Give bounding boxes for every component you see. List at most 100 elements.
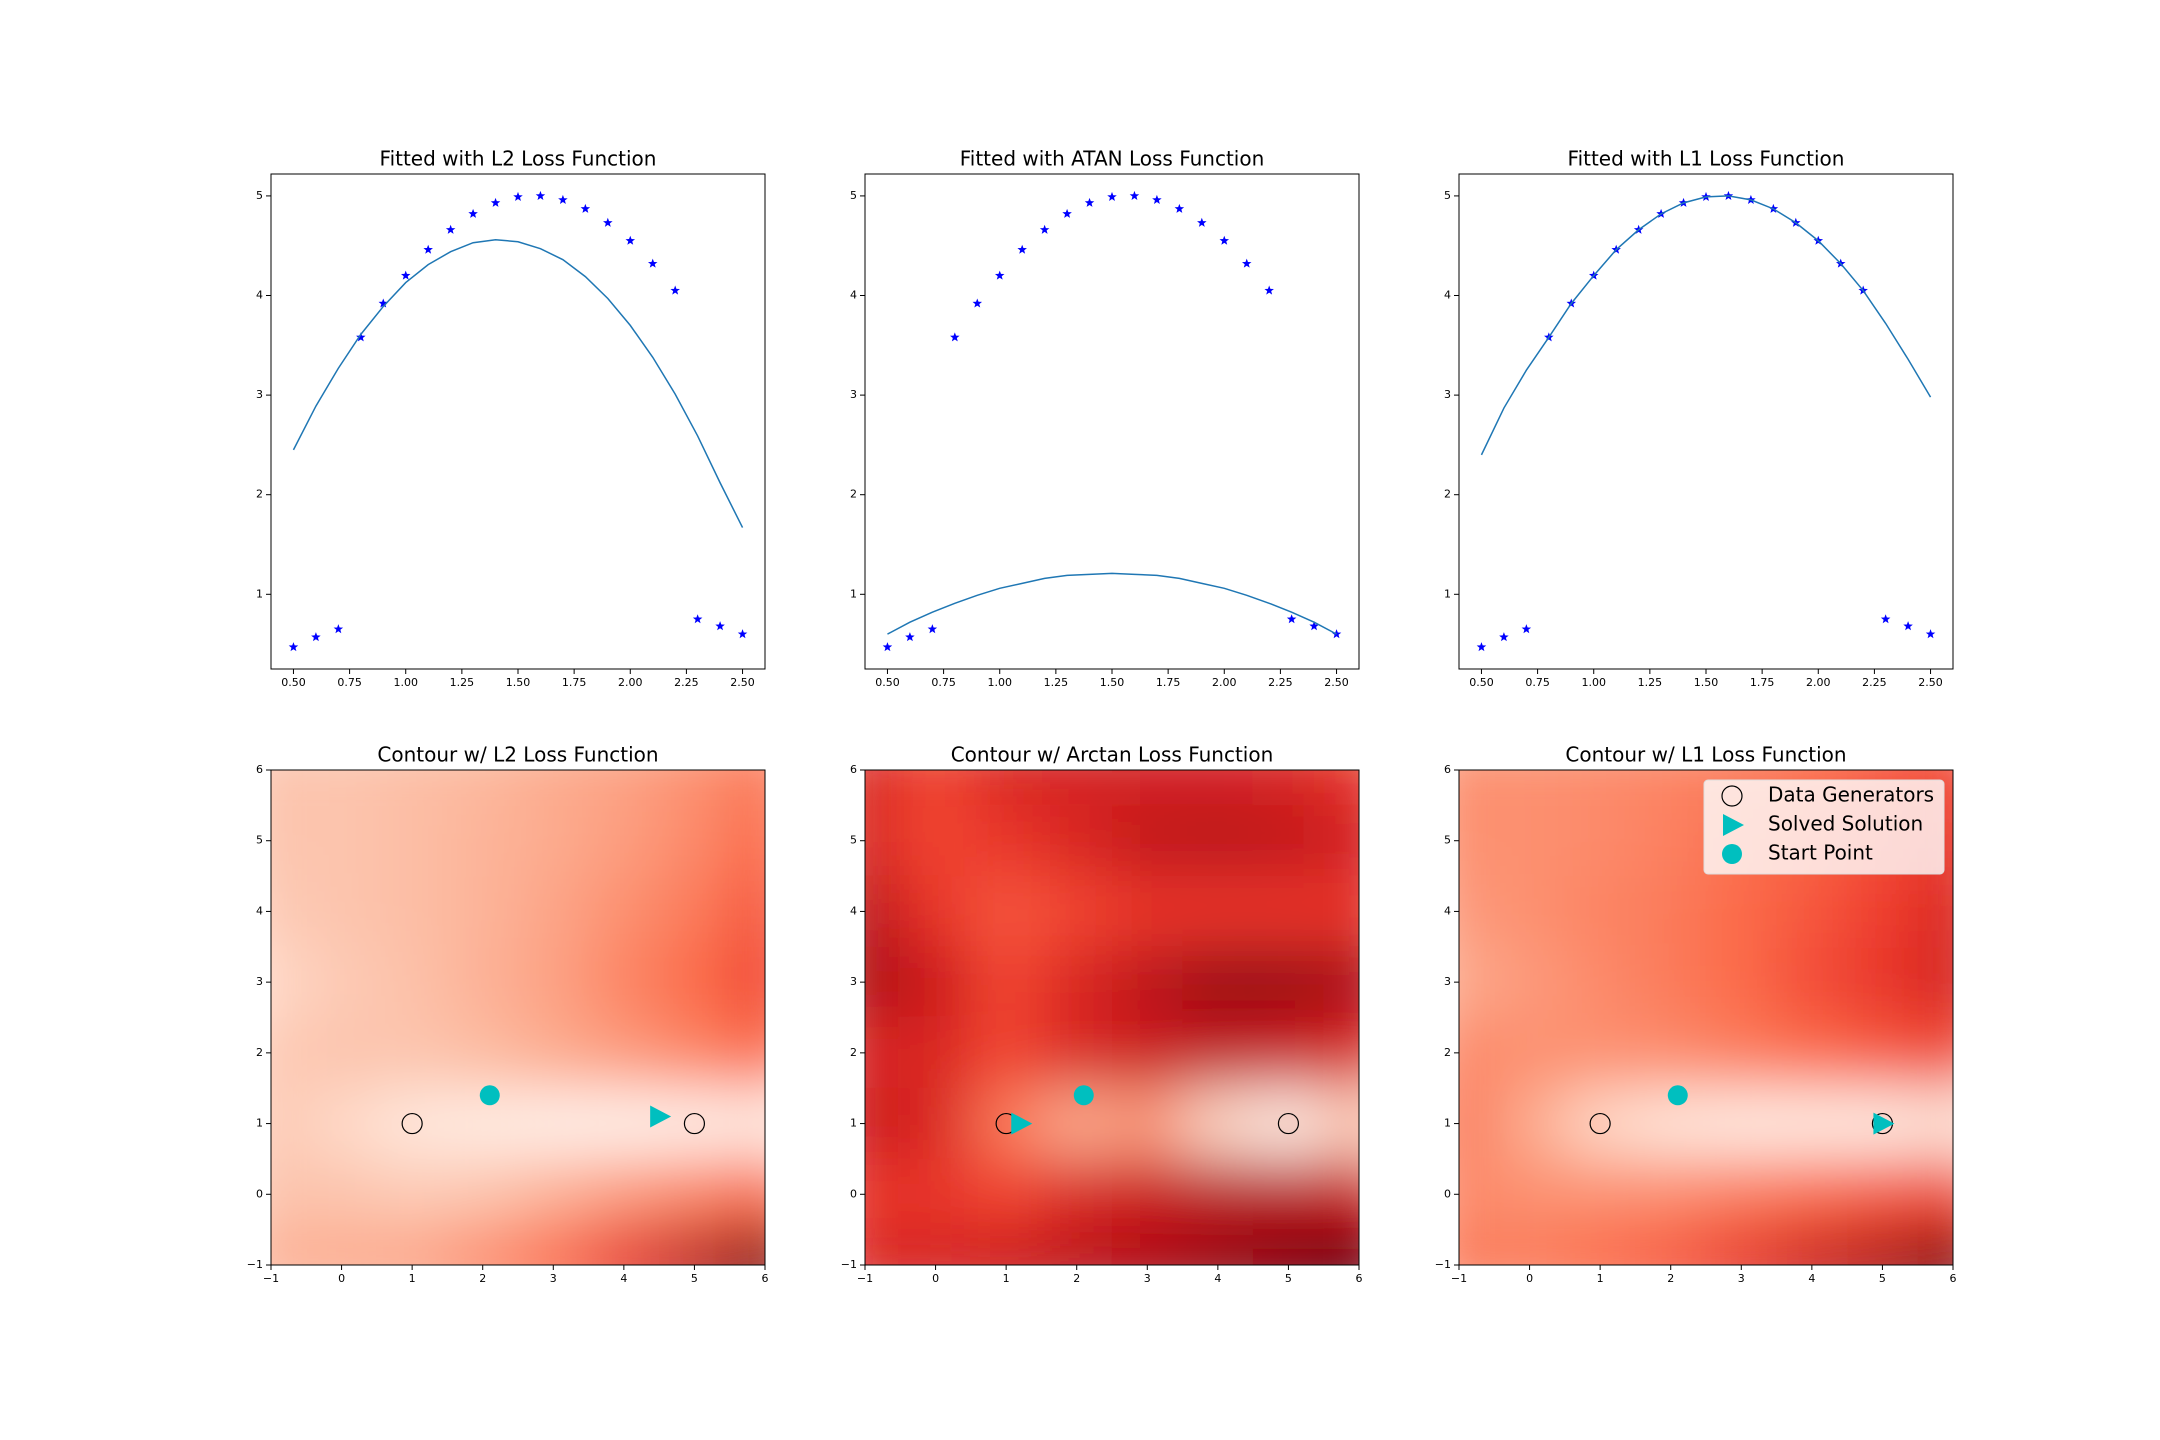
subplot: −1 0 1 2 3 4 5 6 −1 0 1 2 3 4 5 6 Contour w/ L2 Loss Fun… (247, 743, 769, 1286)
contour-cell (729, 770, 765, 806)
contour-cell (970, 1229, 1042, 1265)
x-tick-label: 1.75 (1750, 676, 1775, 689)
contour-cell (1182, 875, 1254, 948)
y-tick-label: 1 (256, 587, 263, 600)
contour-cell (588, 946, 660, 1018)
contour-cell (1252, 1229, 1325, 1265)
contour-cell (271, 1017, 307, 1089)
contour-cell (1564, 946, 1636, 1018)
contour-cell (865, 804, 901, 877)
contour-cell (1634, 1017, 1707, 1089)
contour-cell (1564, 1158, 1636, 1231)
legend-marker (1721, 785, 1743, 807)
y-tick-label: 5 (1444, 189, 1451, 202)
x-tick-label: 2.50 (1324, 676, 1349, 689)
contour-cell (899, 1158, 972, 1231)
contour-cell (376, 946, 448, 1018)
contour-cell (1182, 1087, 1254, 1160)
contour-cell (376, 875, 448, 948)
x-tick-label: 2.00 (1212, 676, 1237, 689)
y-tick-label: 3 (256, 975, 263, 988)
contour-cell (865, 1087, 901, 1160)
axes-frame (864, 769, 1360, 1266)
contour-cell (305, 875, 378, 948)
y-tick-label: 6 (850, 763, 857, 776)
contour-cell (865, 946, 901, 1018)
axes-frame (864, 173, 1360, 670)
contour-cell (729, 1017, 765, 1089)
contour-cell (1493, 770, 1566, 806)
contour-cell (1917, 1017, 1953, 1089)
contour-cell (376, 1087, 448, 1160)
contour-cell (1776, 946, 1848, 1018)
contour-cell (1564, 875, 1636, 948)
contour-cell (970, 804, 1042, 877)
y-tick-label: 3 (850, 975, 857, 988)
contour-cell (899, 1229, 972, 1265)
data-point (1476, 642, 1487, 652)
x-tick-label: 0 (1526, 1272, 1533, 1285)
subplot: 0.50 0.75 1.00 1.25 1.50 1.75 2.00 2.25 2.50 1 2 3 4… (850, 147, 1360, 689)
y-tick-label: 0 (256, 1187, 263, 1200)
x-tick-label: 6 (762, 1272, 769, 1285)
marker (650, 1105, 672, 1128)
contour-cell (446, 770, 519, 806)
contour-cell (446, 875, 519, 948)
subplot-title: Fitted with L1 Loss Function (1568, 147, 1845, 171)
data-point (558, 194, 568, 204)
data-point (1241, 258, 1252, 268)
data-point (1880, 614, 1891, 624)
marker (1277, 1112, 1300, 1135)
contour-cell (1111, 1087, 1184, 1160)
x-tick-label: 1.50 (1694, 676, 1719, 689)
x-tick-label: 2.25 (674, 676, 699, 689)
y-tick-label: 5 (1444, 834, 1451, 847)
y-tick-label: 6 (1444, 763, 1451, 776)
contour-cell (376, 1017, 448, 1089)
contour-cell (1459, 770, 1495, 806)
data-point (445, 224, 456, 234)
x-tick-label: 1.25 (450, 676, 475, 689)
contour-cell (1493, 1229, 1566, 1265)
contour-cell (376, 1229, 448, 1265)
contour-cell (1252, 1087, 1325, 1160)
contour-cell (729, 946, 765, 1018)
x-tick-label: 1.75 (1156, 676, 1181, 689)
contour-cell (970, 946, 1042, 1018)
contour-cell (1705, 1017, 1778, 1089)
contour-cell (970, 1017, 1042, 1089)
subplot: −1 0 1 2 3 4 5 6 −1 0 1 2 3 4 5 6 Contour w/ Arctan Loss… (841, 743, 1363, 1286)
contour-cell (1182, 1017, 1254, 1089)
contour-cell (1846, 875, 1919, 948)
contour-cell (899, 770, 972, 806)
contour-cell (1323, 1017, 1359, 1089)
contour-cell (899, 875, 972, 948)
y-tick-label: 0 (850, 1187, 857, 1200)
x-tick-label: 0.50 (1469, 676, 1494, 689)
data-point (1309, 621, 1319, 631)
contour-cell (1459, 1087, 1495, 1160)
data-point (1286, 614, 1297, 624)
data-point (1084, 197, 1095, 207)
y-tick-label: 5 (850, 834, 857, 847)
x-tick-label: 2.25 (1862, 676, 1887, 689)
contour-cell (517, 1229, 590, 1265)
contour-cell (1459, 946, 1495, 1018)
contour-cell (305, 1087, 378, 1160)
contour-cell (729, 1158, 765, 1231)
contour-cell (1323, 1158, 1359, 1231)
y-tick-label: 4 (1444, 904, 1451, 917)
x-tick-label: 3 (1144, 1272, 1151, 1285)
axes-frame (270, 173, 766, 670)
contour-cell (1846, 1229, 1919, 1265)
subplot-title: Fitted with ATAN Loss Function (960, 147, 1265, 171)
contour-cell (1493, 1158, 1566, 1231)
y-tick-label: 4 (1444, 289, 1451, 302)
contour-cell (271, 1158, 307, 1231)
contour-cell (1252, 804, 1325, 877)
x-tick-label: 0.75 (931, 676, 956, 689)
contour-cell (1459, 1158, 1495, 1231)
legend-marker (1722, 844, 1742, 864)
contour-cell (1182, 804, 1254, 877)
